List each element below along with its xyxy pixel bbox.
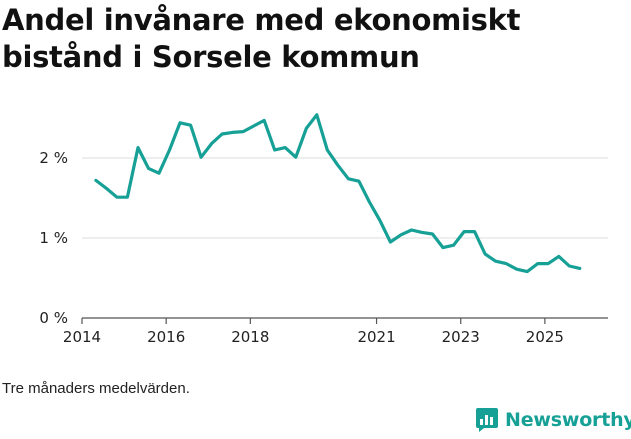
x-tick-label: 2023 [442,328,480,346]
y-axis-ticks: 0 % 1 % 2 % [39,149,68,327]
series-line [94,113,582,274]
brand-logo: Newsworthy [475,407,631,433]
footnote: Tre månaders medelvärden. [2,380,190,397]
x-tick-label: 2016 [147,328,185,346]
x-tick-label: 2021 [357,328,395,346]
x-axis-ticks: 2014 2016 2018 2021 2023 2025 [63,318,564,346]
chart-title: Andel invånare med ekonomiskt bistånd i … [2,3,521,74]
x-tick-label: 2018 [231,328,269,346]
x-tick-label: 2014 [63,328,101,346]
y-tick-label: 2 % [39,149,68,167]
brand-name: Newsworthy [505,409,631,431]
bar-chart-logo-icon [476,408,498,432]
grid-lines [82,157,608,319]
y-tick-label: 1 % [39,229,68,247]
series-group [94,113,582,274]
y-tick-label: 0 % [39,309,68,327]
x-tick-label: 2025 [526,328,564,346]
